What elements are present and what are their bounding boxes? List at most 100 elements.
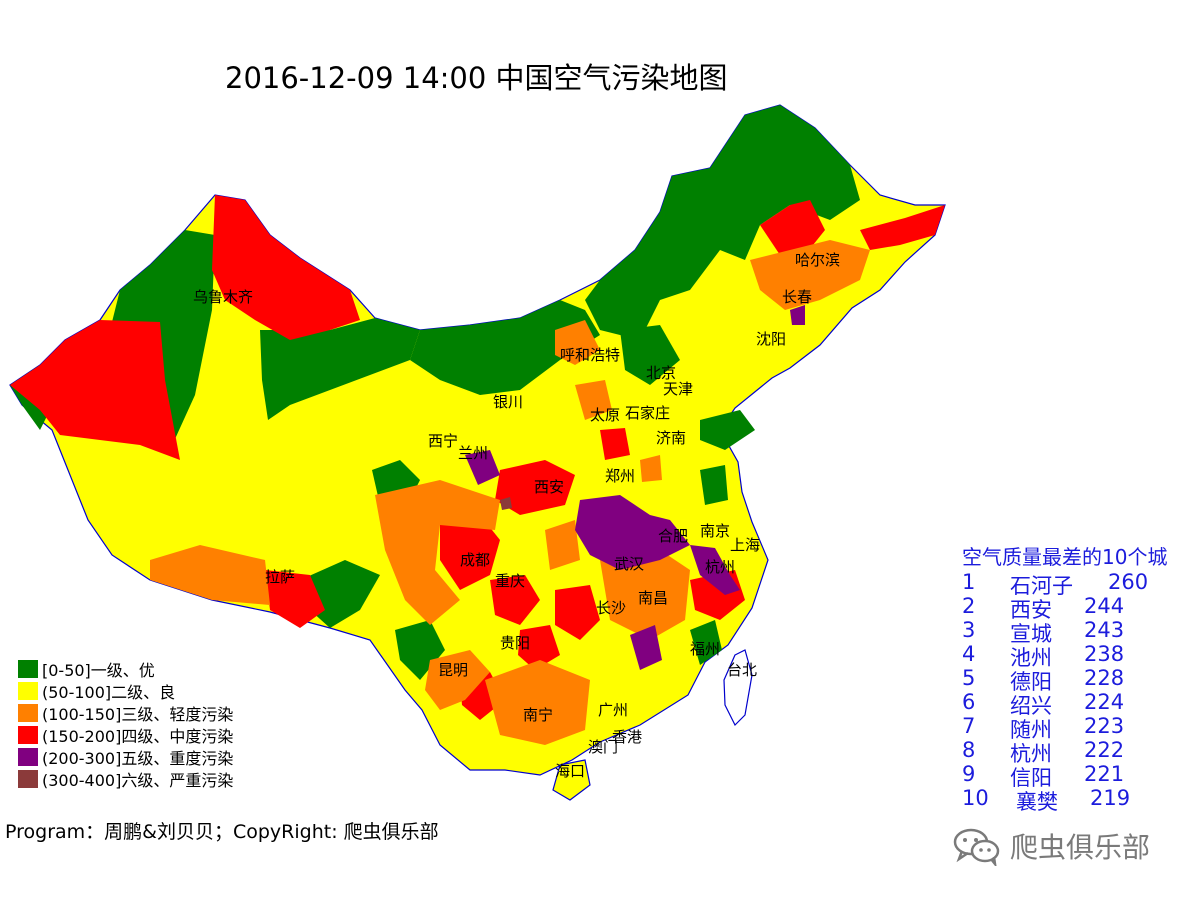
rank-number: 10	[962, 786, 989, 810]
zone-orange-inner-mongolia	[555, 320, 600, 365]
city-label: 南京	[700, 522, 730, 540]
city-label: 济南	[656, 429, 686, 447]
rank-number: 6	[962, 690, 976, 714]
city-labels: 乌鲁木齐 拉萨 西宁 兰州 银川 呼和浩特 北京 天津 太原 石家庄 济南 郑州…	[193, 251, 840, 780]
rank-number: 7	[962, 714, 976, 738]
ranking-row: 2 西安 244	[962, 594, 1167, 622]
rank-city: 随州	[1010, 718, 1052, 742]
china-map: 乌鲁木齐 拉萨 西宁 兰州 银川 呼和浩特 北京 天津 太原 石家庄 济南 郑州…	[9, 104, 946, 801]
zone-purple-gansu	[465, 450, 500, 485]
legend-label: (150-200]四级、中度污染	[42, 727, 234, 746]
rank-city: 池州	[1010, 646, 1052, 670]
zone-red-shanxi	[600, 428, 630, 460]
city-label: 台北	[727, 661, 757, 679]
zone-green-jiangsu	[700, 465, 728, 505]
wechat-icon	[953, 828, 1000, 866]
city-label: 银川	[493, 393, 523, 411]
rank-city: 宣城	[1010, 622, 1052, 646]
rank-value: 244	[1084, 594, 1125, 618]
map-title: 2016-12-09 14:00 中国空气污染地图	[225, 61, 728, 95]
zone-red-sichuan	[440, 515, 500, 590]
city-label: 上海	[730, 536, 760, 554]
ranking-title: 空气质量最差的10个城	[962, 545, 1168, 569]
city-label: 广州	[598, 701, 628, 719]
city-label: 长春	[782, 288, 812, 306]
ranking-row: 7 随州 223	[962, 714, 1167, 742]
legend-swatch	[18, 770, 38, 788]
legend-item: (100-150]三级、轻度污染	[18, 702, 233, 724]
ranking-row: 8 杭州 222	[962, 738, 1167, 766]
pollution-zones	[10, 105, 945, 745]
rank-value: 260	[1108, 570, 1149, 594]
zone-purple-anhui	[575, 495, 690, 570]
ranking-row: 9 信阳 221	[962, 762, 1167, 790]
city-label: 拉萨	[265, 568, 295, 586]
legend-item: (150-200]四级、中度污染	[18, 724, 233, 746]
city-label: 昆明	[438, 661, 468, 679]
legend-swatch	[18, 682, 38, 700]
rank-value: 238	[1084, 642, 1125, 666]
legend-item: [0-50]一级、优	[18, 658, 233, 680]
rank-number: 1	[962, 570, 976, 594]
legend-label: (200-300]五级、重度污染	[42, 749, 234, 768]
rank-number: 4	[962, 642, 976, 666]
zone-red-xinjiang-north	[212, 195, 360, 340]
ranking-row: 1 石河子 260	[962, 570, 1167, 598]
ranking-row: 3 宣城 243	[962, 618, 1167, 646]
city-label: 南昌	[638, 589, 668, 607]
zone-red-hunan	[555, 585, 600, 640]
legend-item: (300-400]六级、严重污染	[18, 768, 233, 790]
legend-swatch	[18, 726, 38, 744]
rank-value: 224	[1084, 690, 1125, 714]
zone-green-shandong	[700, 410, 755, 450]
legend-label: (50-100]二级、良	[42, 683, 176, 702]
city-label: 呼和浩特	[560, 346, 620, 364]
city-label: 海口	[555, 762, 585, 780]
city-label: 西宁	[428, 432, 458, 450]
legend: [0-50]一级、优 (50-100]二级、良 (100-150]三级、轻度污染…	[18, 658, 233, 790]
city-label: 沈阳	[756, 330, 786, 348]
zone-red-tibet-west	[265, 570, 325, 628]
legend-item: (200-300]五级、重度污染	[18, 746, 233, 768]
zone-orange-shanxi	[575, 380, 612, 420]
rank-city: 杭州	[1010, 742, 1052, 766]
city-label: 南宁	[523, 706, 553, 724]
zone-purple-jiangxi	[630, 625, 662, 670]
zone-red-guizhou	[518, 625, 560, 670]
zone-red-heilongjiang	[760, 200, 825, 255]
zone-red-xinjiang-southwest	[10, 320, 180, 460]
city-label: 哈尔滨	[795, 251, 840, 269]
rank-value: 228	[1084, 666, 1125, 690]
rank-number: 8	[962, 738, 976, 762]
city-label: 香港	[612, 728, 642, 746]
legend-swatch	[18, 748, 38, 766]
legend-label: [0-50]一级、优	[42, 661, 155, 680]
zone-green-hebei	[620, 325, 680, 385]
city-label: 兰州	[458, 444, 488, 462]
rank-number: 9	[962, 762, 976, 786]
legend-label: (100-150]三级、轻度污染	[42, 705, 234, 724]
worst-cities-ranking: 空气质量最差的10个城 1 石河子 260 2 西安 244 3 宣城 2 43 …	[962, 541, 1168, 814]
ranking-row: 6 绍兴 224	[962, 690, 1167, 718]
legend-swatch	[18, 660, 38, 678]
zone-green-fujian	[690, 620, 722, 665]
zone-green-xinjiang-east	[260, 318, 420, 420]
rank-value: 221	[1084, 762, 1125, 786]
ranking-row: 10 襄樊 219	[962, 786, 1167, 814]
zone-orange-heilongjiang	[750, 240, 870, 310]
city-label: 武汉	[614, 555, 644, 573]
rank-city: 襄樊	[1016, 790, 1058, 814]
city-label: 郑州	[605, 467, 635, 485]
legend-swatch	[18, 704, 38, 722]
city-label: 天津	[663, 380, 693, 398]
zone-red-chongqing	[490, 575, 540, 625]
city-label: 贵阳	[500, 634, 530, 652]
zone-orange-hubei	[545, 520, 580, 570]
city-label: 乌鲁木齐	[193, 288, 253, 306]
credit-line: Program：周鹏&刘贝贝；CopyRight: 爬虫俱乐部	[5, 821, 439, 843]
ranking-row: 4 池州 238	[962, 642, 1167, 670]
rank-city: 德阳	[1010, 670, 1052, 694]
hainan-island	[552, 759, 591, 801]
rank-value: 219	[1090, 786, 1131, 810]
zone-orange-guangxi	[485, 660, 590, 745]
